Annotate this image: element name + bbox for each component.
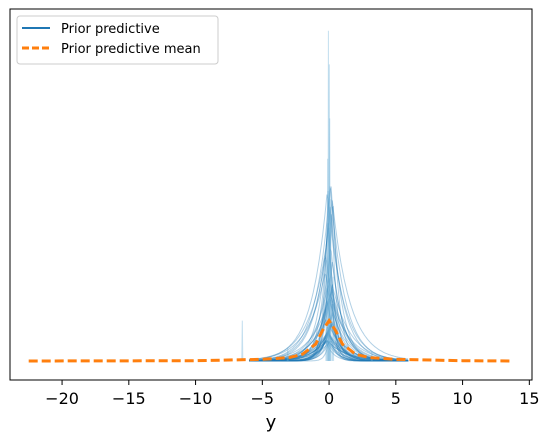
prior-draw-curve <box>248 186 409 361</box>
x-tick-label: 10 <box>452 389 472 408</box>
prior-draw-curve <box>248 194 409 361</box>
prior-draw-curve <box>249 185 409 362</box>
prior-draw-spike <box>241 320 244 362</box>
prior-draw-curve <box>249 331 409 362</box>
prior-draw-curve <box>249 326 409 362</box>
prior-draw-curve <box>249 324 409 362</box>
prior-draw-curve <box>249 287 409 362</box>
legend-box <box>16 15 219 65</box>
series-line-prior-predictive-mean <box>28 317 513 363</box>
x-tick-label: −20 <box>45 389 79 408</box>
prior-draw-spike <box>329 199 332 362</box>
prior-draw-spike <box>332 276 335 362</box>
x-axis-ticks: −20 −15 −10 −5 0 5 10 15 <box>45 380 540 408</box>
prior-draw-curve <box>249 214 409 362</box>
prior-draw-curve <box>249 304 409 362</box>
prior-draw-curve <box>249 334 409 362</box>
prior-draw-curve <box>249 339 409 362</box>
prior-draw-curve <box>249 205 409 362</box>
prior-draw-spike <box>327 30 330 362</box>
prior-draw-curve <box>249 341 409 362</box>
x-axis-label: y <box>266 412 277 433</box>
prior-draw-spike <box>326 158 329 362</box>
prior-draw-curve <box>248 292 409 362</box>
legend-label-prior-predictive-mean: Prior predictive mean <box>61 42 201 57</box>
prior-predictive-mean-line <box>28 317 513 363</box>
prior-draw-curve <box>249 321 409 362</box>
legend-label-prior-predictive: Prior predictive <box>61 22 160 37</box>
x-tick-label: 0 <box>324 389 334 408</box>
prior-predictive-draws <box>241 30 409 362</box>
prior-draw-curve <box>248 273 409 361</box>
prior-draw-spike <box>286 347 289 362</box>
plot-area <box>9 8 533 381</box>
prior-draw-curve <box>249 288 409 362</box>
prior-draw-curve <box>249 311 409 362</box>
prior-draw-curve <box>248 200 409 361</box>
x-tick-label: 15 <box>519 389 539 408</box>
prior-draw-curve <box>249 206 409 362</box>
prior-draw-curve <box>249 331 409 362</box>
prior-draw-curve <box>249 247 409 362</box>
prior-draw-curve <box>249 278 409 362</box>
prior-draw-curve <box>249 298 409 362</box>
prior-draw-spike <box>328 64 331 362</box>
x-tick-label: 5 <box>391 389 401 408</box>
prior-draw-curve <box>249 227 409 362</box>
legend: Prior predictive Prior predictive mean <box>16 15 219 65</box>
prior-draw-spike <box>325 259 328 362</box>
prior-draw-curve <box>248 255 409 362</box>
prior-draw-curve <box>248 283 409 361</box>
prior-draw-curve <box>249 223 409 362</box>
prior-draw-curve <box>249 323 409 362</box>
prior-draw-curve <box>249 262 409 362</box>
prior-draw-curve <box>249 322 409 362</box>
prior-draw-curve <box>249 340 409 362</box>
prior-draw-spike <box>328 118 331 362</box>
prior-draw-curve <box>249 340 409 362</box>
x-tick-label: −10 <box>179 389 213 408</box>
prior-draw-curve <box>249 333 409 362</box>
x-tick-label: −5 <box>251 389 275 408</box>
prior-draw-curve <box>249 330 409 362</box>
prior-draw-spike <box>370 350 373 362</box>
prior-draw-curve <box>249 300 409 362</box>
x-tick-label: −15 <box>112 389 146 408</box>
prior-draw-curve <box>249 340 409 362</box>
prior-draw-curve <box>249 298 409 362</box>
prior-draw-curve <box>249 335 409 362</box>
prior-draw-curve <box>249 190 409 362</box>
prior-draw-curve <box>249 339 409 362</box>
prior-draw-curve <box>249 323 409 362</box>
prior-draw-curve <box>248 318 409 362</box>
prior-draw-curve <box>249 340 409 362</box>
